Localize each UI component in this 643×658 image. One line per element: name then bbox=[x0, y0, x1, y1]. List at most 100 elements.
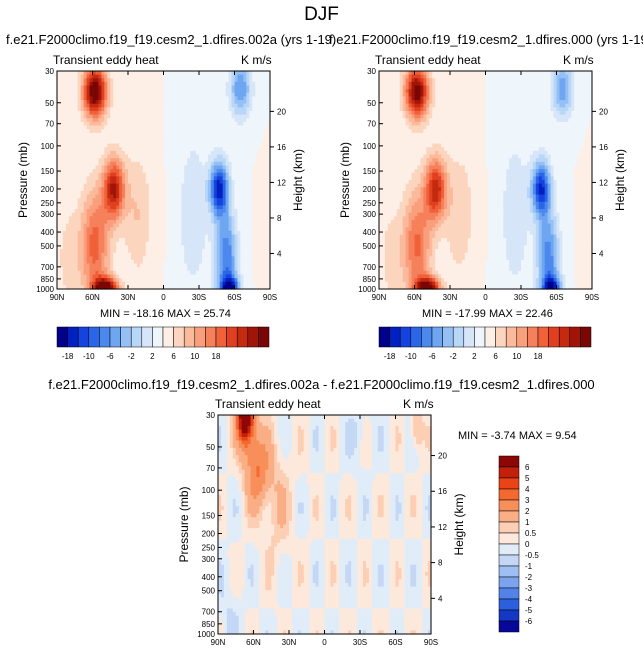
panel1-cell bbox=[255, 198, 259, 203]
panel1-cell bbox=[139, 143, 144, 148]
panel1-cell bbox=[139, 234, 144, 239]
panel1-xtick-label: 90S bbox=[263, 293, 277, 302]
panel1-cell bbox=[240, 154, 244, 159]
panel1-cell bbox=[119, 92, 123, 98]
panel1-cell bbox=[160, 150, 165, 156]
panel1-cell bbox=[92, 180, 97, 185]
panel1-cell bbox=[98, 92, 102, 98]
panel1-cell bbox=[252, 190, 256, 196]
panel1-cell bbox=[258, 81, 262, 87]
panel1-cell bbox=[216, 161, 221, 167]
panel1-cell bbox=[181, 114, 185, 119]
panel1-cell bbox=[92, 71, 97, 76]
panel1-cell bbox=[86, 234, 91, 239]
panel1-cell bbox=[136, 132, 141, 137]
panel1-cell bbox=[122, 158, 126, 163]
panel1-cell bbox=[74, 100, 79, 105]
panel1-cell bbox=[255, 96, 259, 101]
panel1-cell bbox=[62, 241, 67, 246]
panel1-cell bbox=[128, 78, 132, 83]
panel1-cell bbox=[68, 114, 73, 119]
panel1-cell bbox=[92, 219, 97, 225]
panel1-cell bbox=[80, 187, 85, 192]
panel1-cell bbox=[243, 129, 247, 134]
panel1-cell bbox=[151, 132, 156, 137]
panel1-cell bbox=[219, 110, 224, 116]
panel1-cell bbox=[184, 212, 188, 217]
panel1-cell bbox=[163, 132, 168, 137]
panel1-cell bbox=[83, 121, 88, 127]
panel1-cell bbox=[59, 205, 64, 210]
panel1-cell bbox=[92, 241, 97, 246]
panel1-cell bbox=[261, 121, 265, 127]
panel1-cell bbox=[178, 147, 182, 152]
panel1-cell bbox=[89, 241, 94, 246]
panel1-cell bbox=[166, 234, 171, 239]
panel1-cell bbox=[122, 81, 126, 87]
panel1-cell bbox=[261, 147, 265, 152]
panel1-cell bbox=[187, 194, 191, 199]
panel1-cell bbox=[234, 71, 239, 76]
panel1-cell bbox=[246, 165, 250, 170]
panel1-cell bbox=[252, 158, 256, 163]
panel1-cell bbox=[196, 136, 200, 141]
panel1-cell bbox=[240, 92, 244, 98]
panel1-cell bbox=[267, 81, 271, 87]
panel1-cell bbox=[142, 71, 147, 76]
panel1-cell bbox=[157, 114, 162, 119]
panel1-cell bbox=[181, 216, 185, 221]
panel1-cell bbox=[110, 223, 114, 228]
panel1-cell bbox=[130, 114, 135, 119]
panel1-cell bbox=[148, 187, 153, 192]
panel1-cell bbox=[190, 176, 194, 181]
panel1-cell bbox=[184, 71, 188, 76]
panel1-cell bbox=[243, 223, 247, 228]
panel1-cell bbox=[59, 201, 64, 207]
panel1-cell bbox=[258, 92, 262, 98]
panel1-cell bbox=[157, 194, 162, 199]
panel1-cell bbox=[249, 107, 253, 112]
panel1-cell bbox=[216, 92, 221, 98]
panel1-cell bbox=[104, 205, 108, 210]
panel1-cell bbox=[130, 216, 135, 221]
panel1-cell bbox=[210, 165, 215, 170]
panel1-cell bbox=[237, 92, 242, 98]
panel1-cell bbox=[128, 136, 132, 141]
panel1-cell bbox=[252, 78, 256, 83]
panel1-cell bbox=[178, 212, 182, 217]
panel1-cell bbox=[125, 143, 129, 148]
panel1-cell bbox=[122, 110, 126, 116]
panel1-cell bbox=[74, 161, 79, 167]
panel1-cell bbox=[80, 81, 85, 87]
panel1-cell bbox=[148, 136, 153, 141]
panel1-cell bbox=[231, 81, 236, 87]
panel1-cell bbox=[237, 190, 242, 196]
panel1-cell bbox=[92, 238, 97, 243]
panel1-cell bbox=[101, 92, 105, 98]
panel1-cell bbox=[104, 223, 108, 228]
panel1-cell bbox=[261, 92, 265, 98]
panel1-cell bbox=[98, 71, 102, 76]
panel1-cell bbox=[154, 81, 159, 87]
panel1-cell bbox=[133, 169, 138, 174]
panel1-cell bbox=[193, 74, 197, 79]
panel1-cell bbox=[151, 147, 156, 152]
panel1-cell bbox=[119, 85, 123, 90]
panel1-cell bbox=[92, 234, 97, 239]
panel1-cell bbox=[225, 118, 230, 123]
panel1-cell bbox=[128, 223, 132, 228]
panel1-cell bbox=[145, 89, 150, 94]
panel1-cell bbox=[157, 158, 162, 163]
panel1-cell bbox=[139, 219, 144, 225]
panel1-cell bbox=[95, 100, 100, 105]
panel1-cell bbox=[104, 103, 108, 108]
panel1-cell bbox=[190, 223, 194, 228]
panel1-cell bbox=[181, 96, 185, 101]
panel1-cell bbox=[148, 183, 153, 188]
panel1-cell bbox=[175, 118, 179, 123]
panel1-cell bbox=[267, 150, 271, 156]
panel1-cell bbox=[222, 71, 227, 76]
panel1-cell bbox=[228, 190, 233, 196]
panel1-cell bbox=[237, 125, 242, 130]
panel1-cell bbox=[160, 180, 165, 185]
